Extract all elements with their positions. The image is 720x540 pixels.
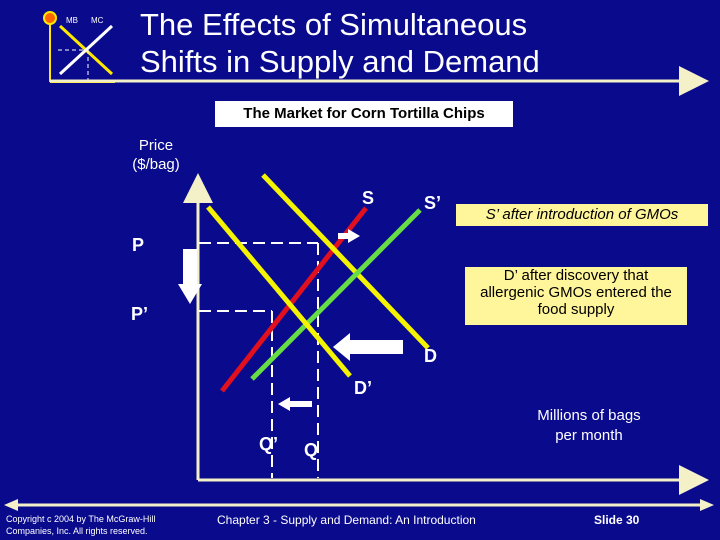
x-axis-label-line2: per month (555, 427, 623, 444)
y-axis-label-line1: Price (138, 137, 174, 154)
curve-label-s-prime: S’ (424, 193, 442, 213)
market-banner: The Market for Corn Tortilla Chips (215, 101, 513, 127)
y-axis-label-line2: ($/bag) (132, 156, 180, 173)
demand-curve-d-prime (206, 205, 352, 378)
slide-number: Slide 30 (594, 513, 640, 527)
supply-shift-arrow (338, 229, 360, 243)
quantity-change-arrow (278, 397, 312, 411)
x-axis-label-line1: Millions of bags (537, 407, 641, 424)
supply-shift-note: S’ after introduction of GMOs (456, 204, 708, 226)
logo-icon (43, 11, 115, 83)
y-axis-label: Price ($/bag) (120, 136, 192, 174)
copyright-line2: Companies, Inc. All rights reserved. (6, 526, 148, 536)
footer-rule-left-head (4, 499, 18, 511)
curve-label-d-prime: D’ (354, 378, 372, 398)
x-axis-label: Millions of bags per month (524, 406, 654, 446)
demand-shift-note-line3: food supply (537, 301, 615, 318)
demand-shift-arrow (333, 333, 403, 361)
logo-mb-label: MB (66, 16, 78, 25)
slide-title-line1: The Effects of Simultaneous (140, 7, 528, 42)
demand-shift-note-line2: allergenic GMOs entered the (480, 284, 672, 301)
demand-shift-note: D’ after discovery that allergenic GMOs … (465, 267, 687, 325)
curve-label-s: S (362, 188, 375, 208)
slide-title-line2: Shifts in Supply and Demand (140, 44, 540, 79)
demand-curve-d (261, 173, 430, 350)
quantity-level-q: Q (304, 440, 319, 460)
footer-rule-right-head (700, 499, 714, 511)
slide-title: The Effects of Simultaneous Shifts in Su… (140, 6, 540, 80)
price-level-p: P (132, 235, 145, 255)
copyright-notice: Copyright c 2004 by The McGraw-Hill Comp… (6, 513, 206, 537)
logo-mc-label: MC (91, 16, 104, 25)
demand-shift-note-line1: D’ after discovery that (503, 267, 649, 284)
curve-label-d: D (424, 346, 437, 366)
copyright-line1: Copyright c 2004 by The McGraw-Hill (6, 514, 156, 524)
supply-curve-s-prime (250, 208, 422, 381)
price-level-p-prime: P’ (131, 304, 149, 324)
chapter-label: Chapter 3 - Supply and Demand: An Introd… (217, 513, 476, 527)
quantity-level-q-prime: Q’ (259, 434, 279, 454)
price-change-arrow (178, 249, 202, 304)
